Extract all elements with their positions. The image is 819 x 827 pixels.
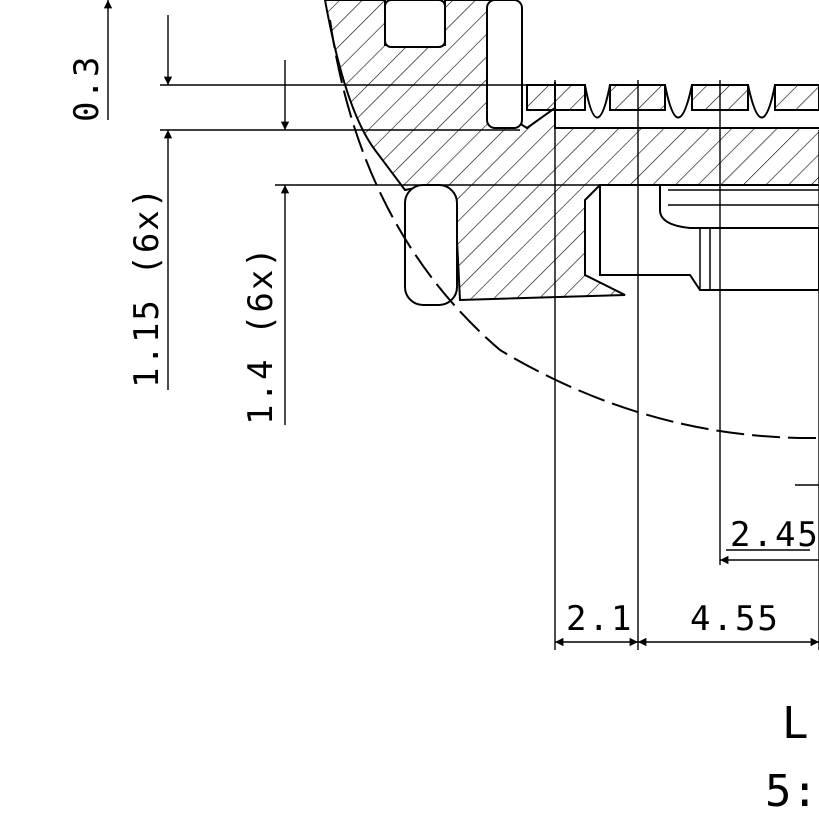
dimension-2-45: 2.45 bbox=[730, 515, 819, 555]
dimension-lines bbox=[103, 0, 819, 647]
hatched-teeth bbox=[526, 84, 819, 111]
section-body bbox=[323, 0, 819, 306]
dimension-2-1: 2.1 bbox=[566, 599, 633, 639]
pocket-lower bbox=[404, 184, 458, 306]
view-label: L bbox=[782, 698, 809, 749]
dimension-1-4: 1.4 (6x) bbox=[241, 245, 281, 425]
dimension-4-55: 4.55 bbox=[690, 599, 780, 639]
extension-lines bbox=[160, 80, 819, 650]
inner-cylinder-detail bbox=[668, 189, 819, 290]
scale-label: 5: bbox=[765, 766, 818, 817]
pocket-upper bbox=[384, 0, 446, 48]
tooth-grooves bbox=[584, 84, 776, 119]
slot-upper bbox=[486, 0, 523, 129]
dimension-0-3: 0.3 bbox=[67, 55, 107, 122]
detail-circle bbox=[329, 19, 819, 440]
dimension-1-15: 1.15 (6x) bbox=[127, 186, 167, 388]
